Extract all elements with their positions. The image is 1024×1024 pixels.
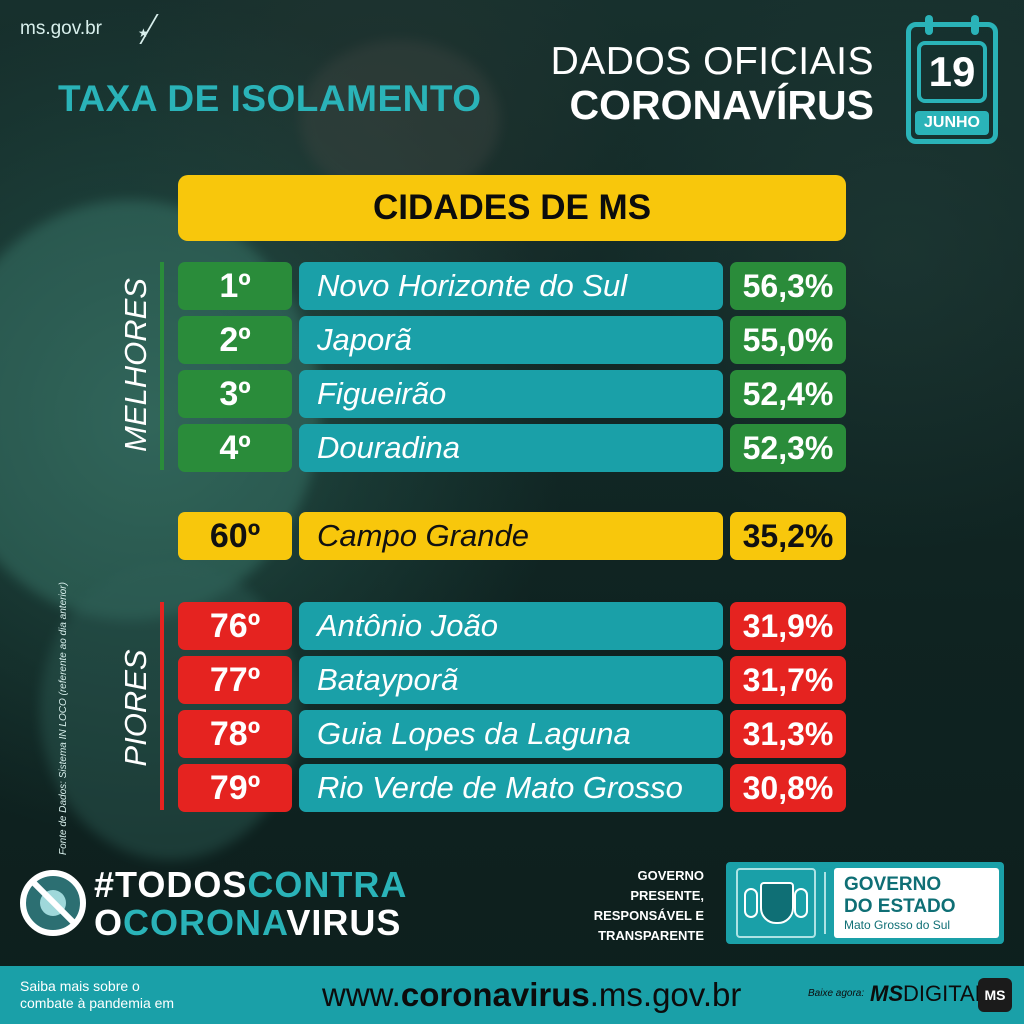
page-title: TAXA DE ISOLAMENTO bbox=[58, 78, 482, 119]
government-line: GOVERNO bbox=[844, 874, 942, 895]
app-name[interactable]: MSDIGITAL bbox=[870, 981, 987, 1007]
rate-cell: 55,0% bbox=[730, 316, 846, 364]
city-cell: Japorã bbox=[299, 316, 723, 364]
highlight-row: 60º Campo Grande 35,2% bbox=[178, 512, 846, 560]
url-prefix: www. bbox=[322, 976, 401, 1013]
rank-cell: 2º bbox=[178, 316, 292, 364]
table-row: 76º Antônio João 31,9% bbox=[178, 602, 846, 650]
footer-info: Saiba mais sobre o combate à pandemia em bbox=[20, 978, 174, 1012]
rank-cell: 60º bbox=[178, 512, 292, 560]
hashtag-line1: #TODOSCONTRA bbox=[94, 866, 407, 904]
hashtag-part: CORONA bbox=[123, 902, 287, 943]
rate-cell: 31,9% bbox=[730, 602, 846, 650]
site-tab[interactable]: ms.gov.br ★ bbox=[0, 12, 159, 46]
website-link[interactable]: www.coronavirus.ms.gov.br bbox=[322, 976, 741, 1014]
footer-info-line: combate à pandemia em bbox=[20, 995, 175, 1011]
no-virus-icon bbox=[20, 870, 86, 936]
rank-cell: 79º bbox=[178, 764, 292, 812]
rank-cell: 78º bbox=[178, 710, 292, 758]
hashtag-part: VIRUS bbox=[286, 902, 402, 943]
city-cell: Rio Verde de Mato Grosso bbox=[299, 764, 723, 812]
hashtag-line2: OCORONAVIRUS bbox=[94, 904, 407, 942]
rate-cell: 30,8% bbox=[730, 764, 846, 812]
calendar-month: JUNHO bbox=[915, 111, 989, 135]
government-name-text: GOVERNO DO ESTADO bbox=[844, 874, 956, 918]
emblem-wing bbox=[794, 888, 808, 918]
table-row: 4º Douradina 52,3% bbox=[178, 424, 846, 472]
official-data-line1: DADOS OFICIAIS bbox=[550, 40, 874, 83]
table-row: 1º Novo Horizonte do Sul 56,3% bbox=[178, 262, 846, 310]
rank-cell: 77º bbox=[178, 656, 292, 704]
official-data-title: DADOS OFICIAIS CORONAVÍRUS bbox=[551, 42, 874, 126]
rate-cell: 35,2% bbox=[730, 512, 846, 560]
table-row: 79º Rio Verde de Mato Grosso 30,8% bbox=[178, 764, 846, 812]
hashtag-part: #TODOS bbox=[94, 864, 248, 905]
calendar-icon: 19 JUNHO bbox=[906, 15, 998, 144]
rank-cell: 3º bbox=[178, 370, 292, 418]
slash-decoration bbox=[109, 14, 159, 44]
government-line: DO ESTADO bbox=[844, 896, 956, 917]
shield-icon bbox=[760, 882, 794, 924]
footer: Saiba mais sobre o combate à pandemia em… bbox=[0, 966, 1024, 1024]
rank-cell: 4º bbox=[178, 424, 292, 472]
app-icon[interactable]: MS bbox=[978, 978, 1012, 1012]
rate-cell: 56,3% bbox=[730, 262, 846, 310]
government-tagline: GOVERNO PRESENTE, RESPONSÁVEL E TRANSPAR… bbox=[560, 866, 704, 946]
table-row: 2º Japorã 55,0% bbox=[178, 316, 846, 364]
best-section-label: MELHORES bbox=[118, 278, 153, 452]
city-cell: Figueirão bbox=[299, 370, 723, 418]
best-divider bbox=[160, 262, 164, 470]
download-label: Baixe agora: bbox=[808, 988, 865, 999]
government-name: GOVERNO DO ESTADO Mato Grosso do Sul bbox=[834, 868, 999, 938]
rate-cell: 52,3% bbox=[730, 424, 846, 472]
calendar-ring bbox=[925, 15, 933, 35]
government-logo: GOVERNO DO ESTADO Mato Grosso do Sul bbox=[726, 862, 1004, 944]
tagline-line: PRESENTE, bbox=[630, 888, 704, 903]
hashtag-part: CONTRA bbox=[247, 864, 408, 905]
app-name-rest: DIGITAL bbox=[903, 981, 987, 1006]
prohibition-bar bbox=[29, 878, 79, 928]
hashtag-part: O bbox=[94, 902, 124, 943]
data-source-note: Fonte de Dados: Sistema IN LOCO (referen… bbox=[58, 582, 69, 855]
city-cell: Novo Horizonte do Sul bbox=[299, 262, 723, 310]
rate-cell: 52,4% bbox=[730, 370, 846, 418]
calendar-day: 19 bbox=[917, 41, 987, 103]
emblem-wing bbox=[744, 888, 758, 918]
coat-of-arms-icon bbox=[736, 868, 816, 938]
url-suffix: .ms.gov.br bbox=[589, 976, 742, 1013]
tagline-line: RESPONSÁVEL E bbox=[593, 908, 704, 923]
url-domain: coronavirus bbox=[400, 976, 590, 1013]
city-cell: Antônio João bbox=[299, 602, 723, 650]
worst-section-label: PIORES bbox=[118, 649, 153, 767]
tagline-line: GOVERNO bbox=[637, 868, 704, 883]
rank-cell: 1º bbox=[178, 262, 292, 310]
background-virus-shape bbox=[300, 40, 500, 200]
section-banner: CIDADES DE MS bbox=[178, 175, 846, 241]
logo-divider bbox=[824, 872, 826, 934]
calendar-ring bbox=[971, 15, 979, 35]
rate-cell: 31,3% bbox=[730, 710, 846, 758]
official-data-line2: CORONAVÍRUS bbox=[569, 82, 874, 128]
table-row: 77º Batayporã 31,7% bbox=[178, 656, 846, 704]
city-cell: Guia Lopes da Laguna bbox=[299, 710, 723, 758]
table-row: 78º Guia Lopes da Laguna 31,3% bbox=[178, 710, 846, 758]
site-link[interactable]: ms.gov.br bbox=[20, 18, 103, 39]
state-name: Mato Grosso do Sul bbox=[844, 918, 951, 932]
app-name-bold: MS bbox=[870, 981, 903, 1006]
rate-cell: 31,7% bbox=[730, 656, 846, 704]
city-cell: Batayporã bbox=[299, 656, 723, 704]
city-cell: Campo Grande bbox=[299, 512, 723, 560]
campaign-hashtag: #TODOSCONTRA OCORONAVIRUS bbox=[94, 866, 407, 942]
city-cell: Douradina bbox=[299, 424, 723, 472]
rank-cell: 76º bbox=[178, 602, 292, 650]
footer-info-line: Saiba mais sobre o bbox=[20, 978, 140, 994]
table-row: 3º Figueirão 52,4% bbox=[178, 370, 846, 418]
star-icon: ★ bbox=[138, 26, 149, 40]
worst-divider bbox=[160, 602, 164, 810]
tagline-line: TRANSPARENTE bbox=[598, 928, 704, 943]
